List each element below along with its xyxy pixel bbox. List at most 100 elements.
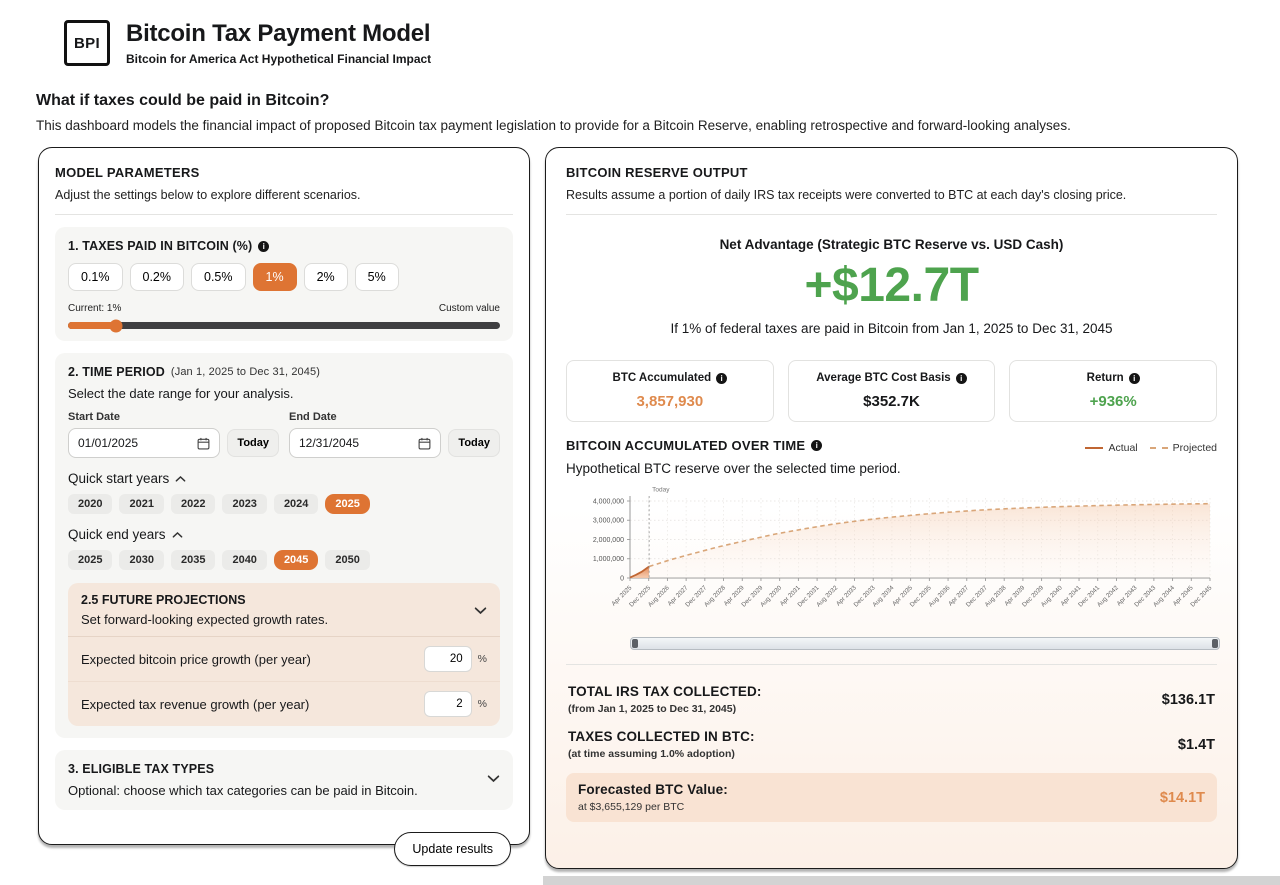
end-year-2050[interactable]: 2050 <box>325 550 370 570</box>
info-icon[interactable]: i <box>716 372 728 384</box>
stat-card-2: Return i +936% <box>1009 360 1218 422</box>
intro-heading: What if taxes could be paid in Bitcoin? <box>36 92 330 109</box>
start-today-button[interactable]: Today <box>227 429 279 457</box>
chevron-down-icon <box>474 606 487 614</box>
future-projections-toggle[interactable]: 2.5 FUTURE PROJECTIONS Set forward-looki… <box>68 583 500 637</box>
quick-end-years: 2025 2030 2035 2040 2045 2050 <box>68 550 500 570</box>
slider-thumb[interactable] <box>109 319 123 332</box>
info-icon[interactable]: i <box>811 440 823 451</box>
tax-growth-unit: % <box>477 698 487 710</box>
tax-growth-input[interactable] <box>423 691 472 717</box>
start-date-input[interactable]: 01/01/2025 <box>68 428 221 458</box>
chart-range-scrollbar[interactable] <box>630 637 1220 650</box>
legend-actual: Actual <box>1085 442 1138 454</box>
parameters-title: MODEL PARAMETERS <box>55 165 200 180</box>
btc-growth-input[interactable] <box>423 646 472 672</box>
stat-label-text: Return <box>1086 372 1124 384</box>
calendar-icon[interactable] <box>197 437 210 450</box>
chevron-up-icon <box>175 475 186 482</box>
tax-percent-slider[interactable] <box>68 319 500 332</box>
scrollbar-left-handle[interactable] <box>632 639 638 648</box>
stat-label: BTC Accumulated i <box>575 372 765 384</box>
btc-growth-row: Expected bitcoin price growth (per year)… <box>68 637 500 681</box>
quick-end-years-label: Quick end years <box>68 527 166 542</box>
stat-value: 3,857,930 <box>636 393 704 410</box>
total-value: $14.1T <box>1159 789 1205 806</box>
svg-text:3,000,000: 3,000,000 <box>593 518 624 525</box>
total-row-0: TOTAL IRS TAX COLLECTED: (from Jan 1, 202… <box>566 677 1217 722</box>
stat-value: +936% <box>1089 393 1137 410</box>
svg-text:2,000,000: 2,000,000 <box>593 537 624 544</box>
net-advantage-value: +$12.7T <box>804 259 979 312</box>
total-value: $136.1T <box>1161 691 1215 708</box>
quick-start-years-toggle[interactable]: Quick start years <box>68 471 500 486</box>
stat-label: Average BTC Cost Basis i <box>797 372 987 384</box>
app-title: Bitcoin Tax Payment Model <box>126 20 431 47</box>
total-row-2: Forecasted BTC Value: at $3,655,129 per B… <box>566 773 1217 822</box>
start-year-2022[interactable]: 2022 <box>170 494 216 514</box>
quick-start-years-label: Quick start years <box>68 471 170 486</box>
end-date-input[interactable]: 12/31/2045 <box>289 428 442 458</box>
tax-percent-option-5%[interactable]: 5% <box>354 263 399 291</box>
svg-text:Today: Today <box>652 487 670 494</box>
app-subtitle: Bitcoin for America Act Hypothetical Fin… <box>126 52 432 66</box>
tax-percent-options: 0.1% 0.2% 0.5% 1% 2% 5% <box>68 263 500 291</box>
total-note: at $3,655,129 per BTC <box>578 801 685 813</box>
end-year-2030[interactable]: 2030 <box>119 550 164 570</box>
divider <box>566 214 1217 215</box>
total-row-1: TAXES COLLECTED IN BTC: (at time assuming… <box>566 722 1217 767</box>
start-year-2023[interactable]: 2023 <box>222 494 267 514</box>
chart-legend: Actual Projected <box>1085 442 1217 454</box>
legend-label: Projected <box>1172 442 1217 454</box>
stat-cards: BTC Accumulated i 3,857,930 Average BTC Cos… <box>566 360 1218 422</box>
info-icon[interactable]: i <box>1128 372 1140 384</box>
btc-growth-unit: % <box>477 653 487 665</box>
tax-growth-label: Expected tax revenue growth (per year) <box>81 696 310 712</box>
info-icon[interactable]: i <box>955 372 967 384</box>
bitcoin-reserve-output-panel: BITCOIN RESERVE OUTPUT Results assume a … <box>545 147 1238 869</box>
start-year-2024[interactable]: 2024 <box>273 494 319 514</box>
start-year-2025[interactable]: 2025 <box>325 494 370 514</box>
end-year-2035[interactable]: 2035 <box>170 550 216 570</box>
start-year-2020[interactable]: 2020 <box>68 494 113 514</box>
slider-custom-label: Custom value <box>438 303 500 314</box>
total-note: (from Jan 1, 2025 to Dec 31, 2045) <box>568 703 737 715</box>
legend-projected: Projected <box>1149 442 1217 454</box>
total-note: (at time assuming 1.0% adoption) <box>568 748 735 760</box>
tax-percent-option-2%[interactable]: 2% <box>303 263 348 291</box>
end-year-2040[interactable]: 2040 <box>222 550 267 570</box>
tax-percent-card: 1. TAXES PAID IN BITCOIN (%) i 0.1% 0.2% 0… <box>55 227 513 341</box>
end-today-button[interactable]: Today <box>448 429 500 457</box>
info-icon[interactable]: i <box>258 240 270 252</box>
end-year-2025[interactable]: 2025 <box>68 550 113 570</box>
app-header: BPI Bitcoin Tax Payment Model Bitcoin fo… <box>0 0 1280 66</box>
calendar-icon[interactable] <box>418 437 431 450</box>
bpi-logo: BPI <box>64 20 110 66</box>
btc-growth-label: Expected bitcoin price growth (per year) <box>81 651 311 667</box>
end-year-2045[interactable]: 2045 <box>273 550 319 570</box>
divider <box>566 664 1217 665</box>
output-title: BITCOIN RESERVE OUTPUT <box>566 165 748 180</box>
total-label-group: Forecasted BTC Value: at $3,655,129 per B… <box>578 782 728 813</box>
tax-types-heading: 3. ELIGIBLE TAX TYPES <box>68 762 215 776</box>
slider-current-label: Current: 1% <box>68 303 122 314</box>
tax-percent-option-0.1%[interactable]: 0.1% <box>68 263 123 291</box>
tax-growth-row: Expected tax revenue growth (per year) % <box>68 681 500 726</box>
tax-percent-option-0.2%[interactable]: 0.2% <box>129 263 184 291</box>
end-date-value: 12/31/2045 <box>299 436 360 450</box>
svg-text:1,000,000: 1,000,000 <box>593 556 624 563</box>
quick-end-years-toggle[interactable]: Quick end years <box>68 527 500 542</box>
totals-section: TOTAL IRS TAX COLLECTED: (from Jan 1, 202… <box>566 677 1217 822</box>
start-year-2021[interactable]: 2021 <box>119 494 164 514</box>
start-date-value: 01/01/2025 <box>78 436 139 450</box>
tax-types-toggle[interactable]: 3. ELIGIBLE TAX TYPES Optional: choose w… <box>68 762 500 798</box>
tax-percent-option-1%[interactable]: 1% <box>252 263 297 291</box>
time-period-range-note: (Jan 1, 2025 to Dec 31, 2045) <box>170 366 321 378</box>
tax-percent-heading: 1. TAXES PAID IN BITCOIN (%) <box>68 239 253 253</box>
scrollbar-right-handle[interactable] <box>1212 639 1218 648</box>
stat-label: Return i <box>1018 372 1208 384</box>
update-results-button[interactable]: Update results <box>394 832 511 866</box>
tax-percent-option-0.5%[interactable]: 0.5% <box>191 263 246 291</box>
intro-section: What if taxes could be paid in Bitcoin? … <box>0 66 1280 133</box>
